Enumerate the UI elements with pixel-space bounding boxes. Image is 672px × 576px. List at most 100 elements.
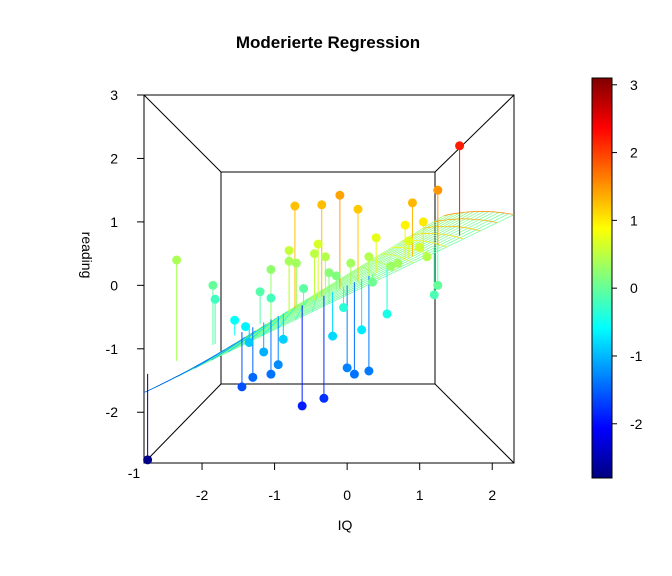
data-point: [328, 331, 338, 341]
data-point: [320, 252, 330, 262]
regression-surface: [143, 211, 515, 393]
x-tick-label: -2: [196, 487, 209, 503]
y-axis-label: reading: [79, 232, 95, 279]
data-point: [309, 249, 319, 259]
data-points: [143, 141, 465, 465]
data-point: [418, 217, 428, 227]
data-point: [208, 280, 218, 290]
data-point: [364, 252, 374, 262]
surface-line: [444, 211, 515, 216]
data-point: [266, 293, 276, 303]
data-point: [324, 268, 334, 278]
data-point: [400, 220, 410, 230]
data-point: [237, 382, 247, 392]
y-tick-label: 3: [110, 87, 118, 103]
x-tick-label: 2: [488, 487, 496, 503]
data-point: [386, 261, 396, 271]
chart-title: Moderierte Regression: [236, 33, 420, 52]
data-point: [407, 198, 417, 208]
colorbar-tick-label: 2: [630, 145, 638, 161]
data-point: [368, 277, 378, 287]
data-point: [335, 190, 345, 200]
data-point: [259, 347, 269, 357]
y-tick-label: -1: [106, 341, 119, 357]
colorbar-tick-label: -1: [630, 348, 643, 364]
data-point: [278, 334, 288, 344]
data-point: [357, 325, 367, 335]
surface-line: [177, 343, 236, 377]
frame-edge: [143, 94, 222, 173]
data-point: [342, 363, 352, 373]
frame-edge: [143, 383, 222, 464]
data-point: [349, 369, 359, 379]
data-point: [364, 366, 374, 376]
data-point: [248, 372, 258, 382]
data-point: [273, 360, 283, 370]
data-point: [244, 337, 254, 347]
y-tick-label: -2: [106, 404, 119, 420]
surface-line: [360, 266, 380, 280]
colorbar: [591, 77, 613, 479]
surface-line: [211, 330, 256, 361]
data-point: [317, 200, 327, 210]
back-frame: [220, 171, 436, 385]
y-tick-label: 2: [110, 150, 118, 166]
data-point: [230, 315, 240, 325]
data-point: [382, 309, 392, 319]
data-point: [266, 264, 276, 274]
data-point: [313, 239, 323, 249]
frame-edge: [434, 94, 515, 173]
y-tick-label: 0: [110, 277, 118, 293]
data-point: [331, 271, 341, 281]
data-point: [297, 401, 307, 411]
data-point: [255, 287, 265, 297]
surface-line: [227, 324, 267, 353]
data-point: [353, 204, 363, 214]
surface-line: [194, 336, 246, 369]
surface-line: [391, 246, 431, 256]
data-point: [415, 242, 425, 252]
colorbar-tick-label: -2: [630, 416, 643, 432]
data-point: [404, 236, 414, 246]
data-point: [284, 256, 294, 266]
data-point: [266, 369, 276, 379]
data-point: [455, 141, 465, 151]
colorbar-ticks: -2 -1 0 1 2 3: [612, 77, 643, 432]
data-point: [433, 185, 443, 195]
data-point: [299, 284, 309, 294]
data-point: [339, 303, 349, 313]
y-axis: -2 -1 0 1 2 3: [106, 87, 144, 420]
frame-edge: [434, 383, 515, 464]
data-point: [429, 290, 439, 300]
x-tick-label: 1: [416, 487, 424, 503]
data-point: [284, 245, 294, 255]
surface-line: [160, 349, 225, 385]
data-point: [319, 393, 329, 403]
data-point: [241, 322, 251, 332]
data-point: [290, 201, 300, 211]
colorbar-tick-label: 1: [630, 212, 638, 228]
data-point: [346, 258, 356, 268]
data-point: [422, 252, 432, 262]
y-tick-label: 1: [110, 214, 118, 230]
data-point: [172, 255, 182, 265]
surface-line: [423, 225, 481, 232]
surface-line: [311, 292, 319, 312]
surface-line: [339, 279, 347, 296]
drop-lines: [147, 145, 461, 460]
data-point: [291, 258, 301, 268]
x-tick-label: -1: [268, 487, 281, 503]
corner-tick-label: -1: [128, 465, 141, 481]
data-point: [393, 258, 403, 268]
surface-line: [349, 272, 363, 288]
surface-line: [433, 218, 498, 224]
data-point: [371, 233, 381, 243]
data-point: [143, 455, 153, 465]
surface-line: [381, 253, 414, 264]
data-point: [433, 280, 443, 290]
x-axis: -2 -1 0 1 2 -1: [128, 462, 496, 503]
x-tick-label: 0: [343, 487, 351, 503]
x-axis-label: IQ: [338, 517, 353, 533]
colorbar-tick-label: 3: [630, 77, 638, 93]
